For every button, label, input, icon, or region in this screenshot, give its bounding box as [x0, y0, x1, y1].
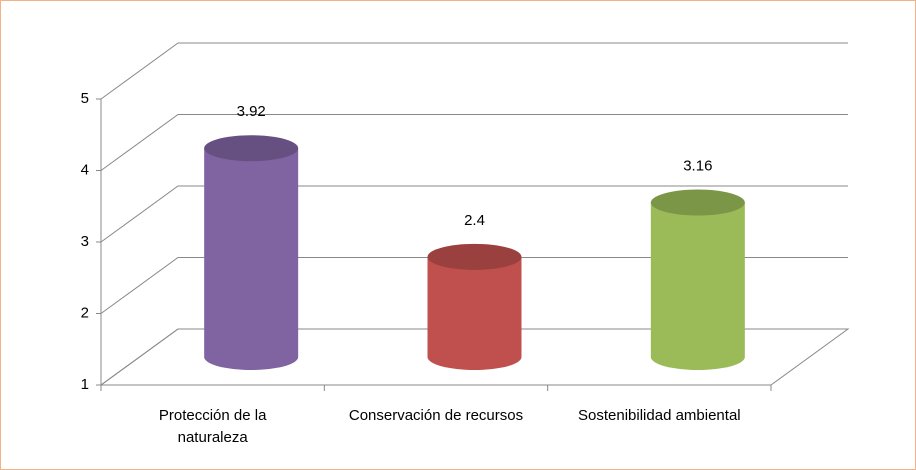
grid-line	[100, 42, 848, 100]
x-tick-label: Conservación de recursos	[348, 407, 524, 424]
grid-line	[100, 257, 848, 314]
bar-body	[650, 202, 745, 371]
grid-line	[100, 114, 848, 171]
y-tick-label: 1	[81, 376, 89, 393]
y-tick-label: 5	[81, 90, 89, 107]
bar-top	[204, 135, 299, 162]
y-tick-label: 2	[81, 304, 89, 321]
y-tick-label: 3	[81, 233, 89, 250]
bar	[427, 243, 522, 371]
bar-body	[204, 148, 299, 371]
x-tick-label: Protección de la naturaleza	[158, 407, 267, 446]
grid-line	[100, 328, 848, 386]
grid-line	[100, 185, 848, 243]
bar	[650, 189, 745, 371]
bar-body	[427, 256, 522, 371]
bar-top	[650, 189, 745, 216]
bar-top	[427, 243, 522, 270]
x-tick-label: Sostenibilidad ambiental	[578, 407, 741, 424]
data-label: 3.16	[683, 158, 712, 175]
y-tick-label: 4	[81, 161, 89, 178]
data-label: 2.4	[464, 212, 485, 229]
bar	[204, 135, 299, 371]
data-label: 3.92	[237, 103, 266, 120]
